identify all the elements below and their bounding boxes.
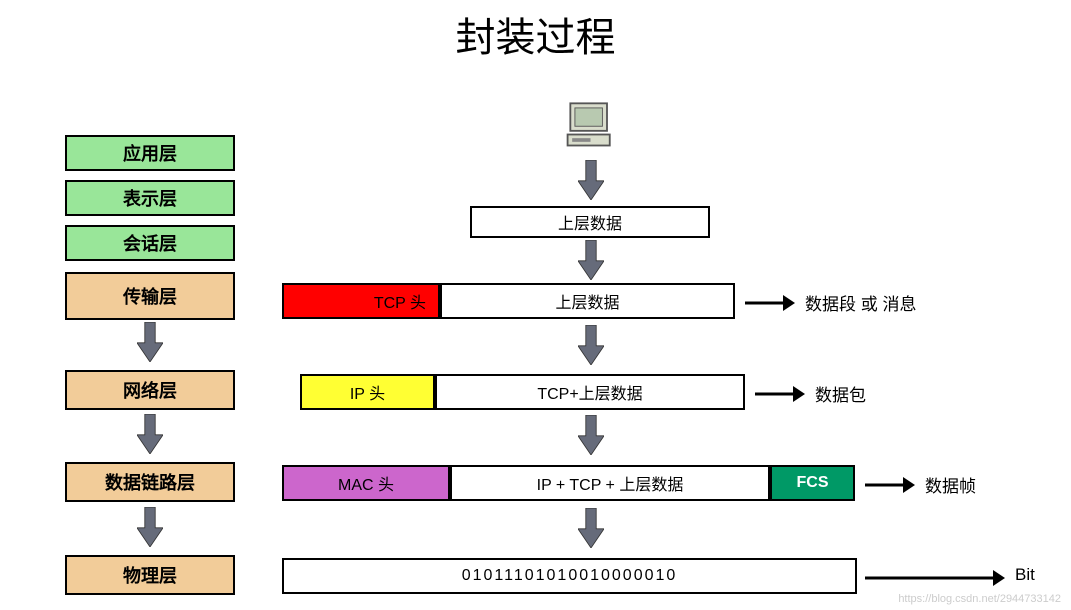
arrow-down-icon: [578, 415, 604, 455]
arrow-right-icon: [865, 568, 1005, 588]
layer-datalink: 数据链路层: [65, 462, 235, 502]
segment-upper-data-2: 上层数据: [440, 283, 735, 319]
layer-network: 网络层: [65, 370, 235, 410]
layer-session: 会话层: [65, 225, 235, 261]
arrow-down-icon: [137, 322, 163, 362]
layer-physical: 物理层: [65, 555, 235, 595]
layer-application: 应用层: [65, 135, 235, 171]
segment-upper-data-1: 上层数据: [470, 206, 710, 238]
segment-bits: 01011101010010000010: [282, 558, 857, 594]
arrow-down-icon: [137, 507, 163, 547]
layer-transport: 传输层: [65, 272, 235, 320]
arrow-right-icon: [745, 293, 795, 313]
watermark: https://blog.csdn.net/2944733142: [898, 593, 1061, 605]
segment-fcs: FCS: [770, 465, 855, 501]
arrow-down-icon: [137, 414, 163, 454]
arrow-down-icon: [578, 325, 604, 365]
segment-tcp-header: TCP 头: [282, 283, 440, 319]
label-packet: 数据包: [815, 381, 866, 406]
layer-presentation: 表示层: [65, 180, 235, 216]
arrow-down-icon: [578, 240, 604, 280]
segment-mac-header: MAC 头: [282, 465, 450, 501]
arrow-down-icon: [578, 160, 604, 200]
arrow-down-icon: [578, 508, 604, 548]
segment-tcp-upper: TCP+上层数据: [435, 374, 745, 410]
label-bit: Bit: [1015, 565, 1035, 585]
arrow-right-icon: [755, 384, 805, 404]
label-frame: 数据帧: [925, 472, 976, 497]
segment-ip-header: IP 头: [300, 374, 435, 410]
page-title: 封装过程: [456, 5, 616, 63]
segment-ip-tcp-upper: IP + TCP + 上层数据: [450, 465, 770, 501]
arrow-right-icon: [865, 475, 915, 495]
computer-icon: [563, 96, 618, 151]
label-segment: 数据段 或 消息: [805, 290, 916, 315]
